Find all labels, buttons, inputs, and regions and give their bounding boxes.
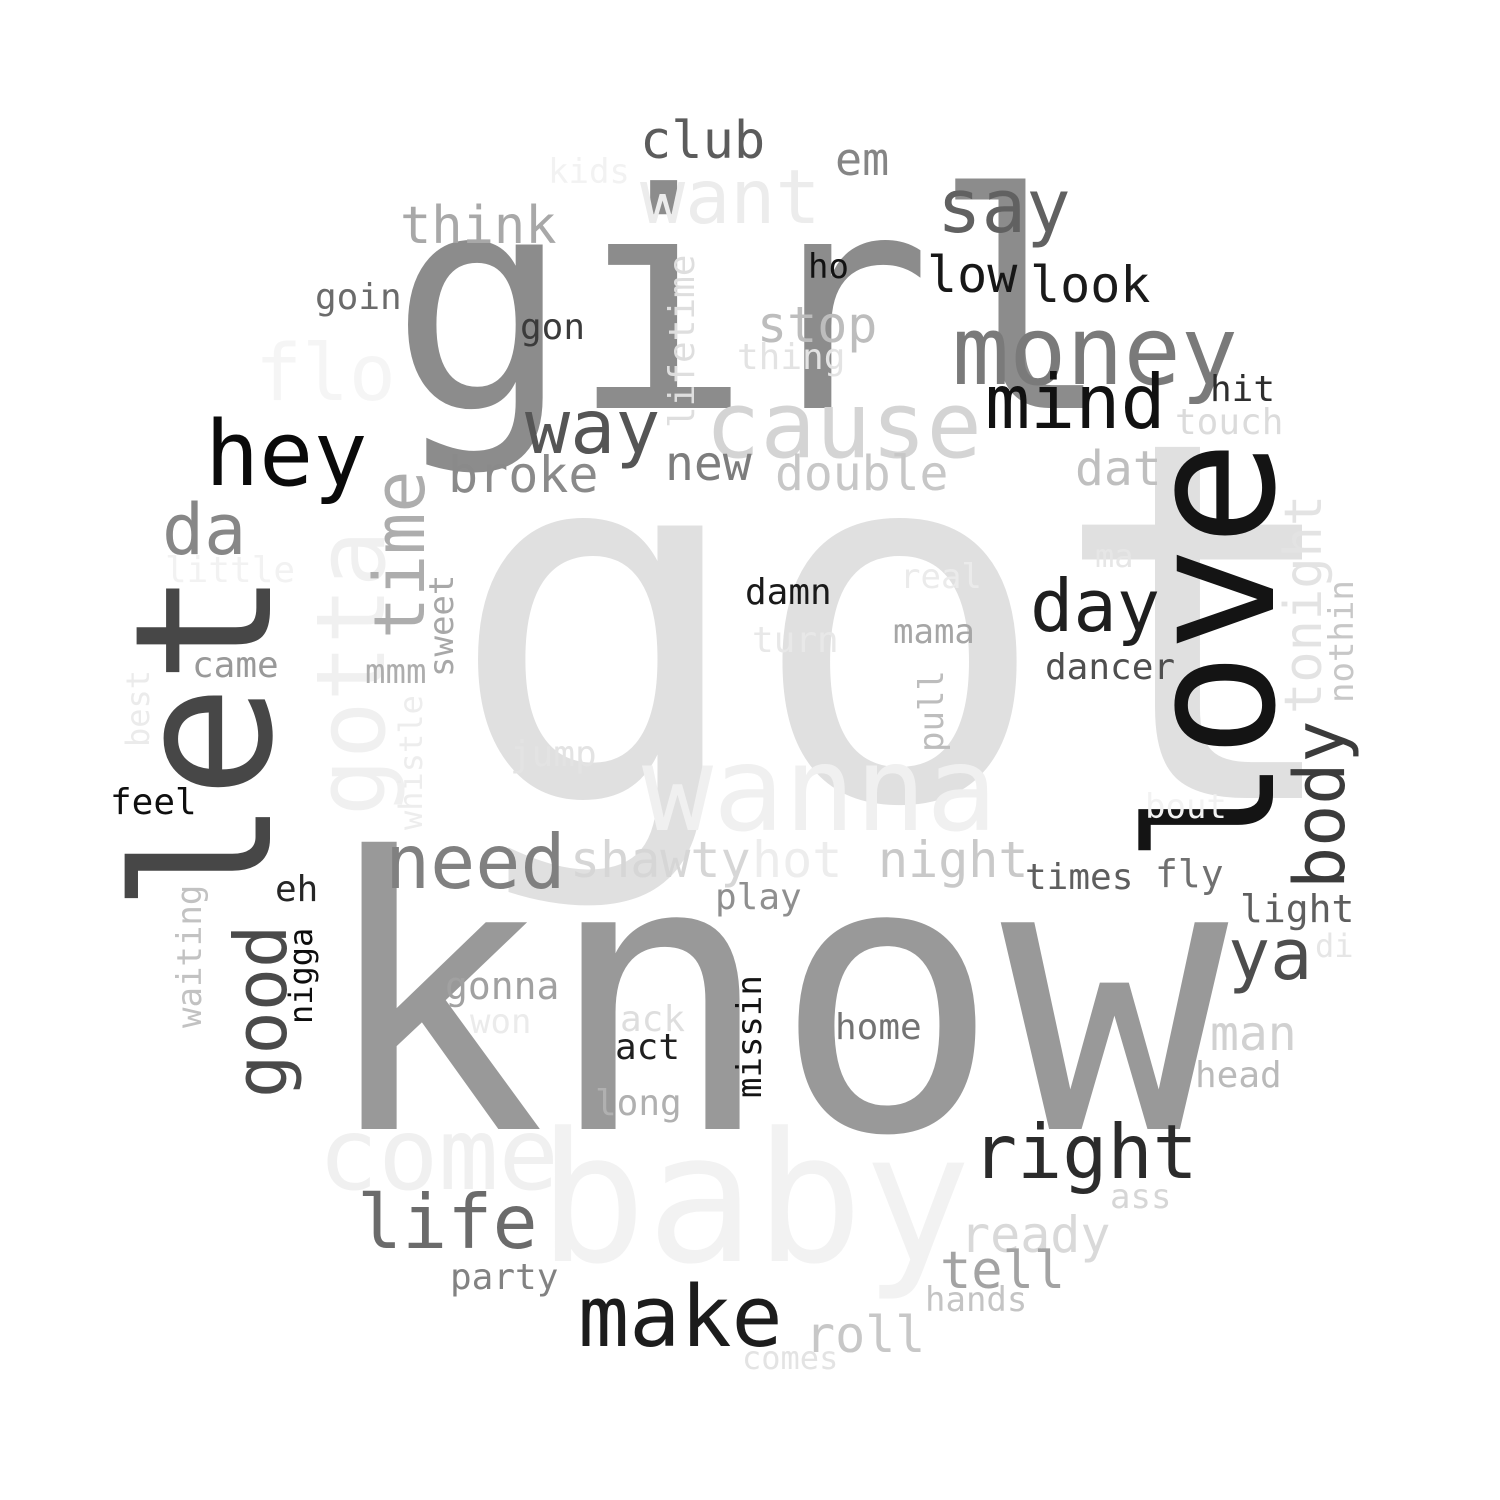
word-goin: goin (315, 277, 402, 318)
word-make: make (578, 1268, 783, 1367)
word-gonna: gonna (445, 964, 560, 1008)
word-think: think (400, 196, 557, 256)
word-turn: turn (752, 620, 839, 661)
word-club: club (640, 111, 766, 171)
word-mama: mama (893, 612, 975, 652)
word-hands: hands (925, 1280, 1028, 1320)
word-home: home (835, 1007, 922, 1048)
word-best: best (119, 669, 157, 747)
word-thing: thing (737, 337, 846, 378)
word-look: look (1030, 256, 1151, 314)
word-low: low (927, 246, 1018, 304)
word-di: di (1315, 927, 1354, 965)
word-girl: girl (390, 130, 1113, 479)
word-feel: feel (110, 782, 197, 823)
word-bout: bout (1145, 787, 1227, 827)
word-ya: ya (1228, 914, 1313, 996)
word-hot: hot (752, 831, 843, 889)
word-cause: cause (705, 372, 982, 479)
word-sweet: sweet (422, 574, 462, 677)
word-pull: pull (912, 670, 952, 752)
word-light: light (1240, 887, 1355, 931)
word-touch: touch (1175, 402, 1284, 443)
word-right: right (972, 1108, 1198, 1196)
word-know: know (318, 779, 1229, 1219)
word-hey: hey (205, 402, 368, 507)
word-ack: ack (620, 999, 686, 1040)
word-ma: ma (1095, 537, 1134, 575)
word-life: life (357, 1178, 538, 1266)
word-hit: hit (1210, 369, 1276, 410)
word-kids: kids (548, 152, 630, 192)
word-come: come (318, 1096, 559, 1213)
word-whistle: whistle (392, 695, 430, 830)
word-jump: jump (510, 734, 597, 775)
word-ass: ass (1110, 1177, 1172, 1217)
word-baby: baby (538, 1095, 972, 1304)
word-fly: fly (1155, 852, 1224, 896)
word-act: act (615, 1027, 681, 1068)
word-tell: tell (940, 1241, 1066, 1301)
word-waiting: waiting (170, 884, 210, 1028)
word-flo: flo (255, 329, 396, 419)
word-day: day (1030, 564, 1161, 648)
word-double: double (775, 446, 949, 502)
word-way: way (525, 383, 661, 471)
word-head: head (1195, 1055, 1282, 1096)
word-gon: gon (520, 307, 586, 348)
word-party: party (450, 1257, 559, 1298)
word-say: say (937, 164, 1071, 250)
word-need: need (385, 818, 566, 906)
word-shawty: shawty (570, 831, 751, 889)
word-lifetime: lifetime (662, 254, 703, 428)
word-mind: mind (985, 358, 1166, 446)
word-broke: broke (448, 446, 599, 504)
word-damn: damn (745, 572, 832, 613)
word-real: real (900, 557, 982, 597)
word-nigga: nigga (282, 927, 320, 1024)
word-little: little (165, 550, 296, 591)
word-ready: ready (960, 1206, 1111, 1264)
word-wanna: wanna (642, 720, 998, 858)
word-times: times (1025, 857, 1134, 898)
word-roll: roll (805, 1306, 926, 1364)
word-body: body (1279, 720, 1361, 889)
word-nothin: nothin (1322, 580, 1362, 703)
word-new: new (665, 436, 752, 492)
word-play: play (715, 877, 802, 918)
word-money: money (952, 297, 1238, 407)
word-man: man (1210, 1006, 1297, 1062)
word-ho: ho (808, 247, 849, 287)
word-won: won (470, 1002, 532, 1042)
word-want: want (640, 153, 821, 241)
word-night: night (878, 831, 1029, 889)
word-long: long (595, 1083, 682, 1124)
word-got: got (448, 334, 1352, 916)
word-comes: comes (742, 1339, 839, 1377)
word-em: em (835, 133, 890, 186)
word-missin: missin (730, 975, 770, 1098)
word-dat: dat (1075, 441, 1162, 497)
word-da: da (162, 489, 247, 571)
word-stop: stop (757, 296, 878, 354)
word-eh: eh (275, 869, 319, 910)
word-dancer: dancer (1045, 647, 1176, 688)
word-came: came (192, 645, 279, 686)
word-mmm: mmm (365, 652, 427, 692)
